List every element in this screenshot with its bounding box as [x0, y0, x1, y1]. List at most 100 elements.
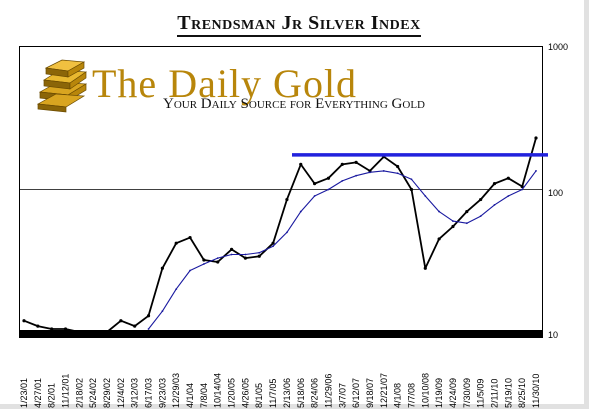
x-tick-label: 5/18/06: [296, 378, 306, 408]
price-point-15: [229, 247, 234, 251]
price-point-22: [326, 176, 331, 180]
ma-point-18: [272, 245, 274, 248]
price-point-34: [492, 182, 497, 186]
ma-point-28: [410, 178, 413, 181]
x-tick-label: 8/1/05: [254, 383, 264, 408]
x-tick-label: 12/29/03: [171, 373, 181, 408]
price-point-2: [50, 327, 54, 331]
x-tick-label: 11/5/09: [476, 379, 486, 408]
logo-name: The Daily Gold: [92, 61, 358, 106]
x-tick-label: 4/27/01: [33, 378, 43, 408]
x-tick-label: 8/24/06: [310, 378, 320, 408]
x-tick-label: 7/30/09: [462, 378, 472, 408]
ma-point-30: [438, 210, 441, 213]
price-point-6: [105, 330, 109, 334]
x-tick-label: 3/7/07: [337, 383, 347, 408]
price-point-17: [257, 254, 261, 258]
x-tick-label: 1/23/01: [19, 378, 29, 408]
x-tick-label: 11/30/10: [531, 374, 541, 408]
x-tick-label: 11/29/06: [323, 374, 333, 408]
price-point-27: [396, 164, 400, 169]
price-point-28: [409, 187, 414, 192]
ma-point-23: [341, 179, 344, 182]
moving-average-line: [148, 170, 537, 330]
ma-point-34: [493, 203, 496, 206]
ma-point-9: [147, 328, 150, 330]
price-point-10: [160, 266, 164, 270]
ma-point-24: [355, 174, 358, 177]
price-point-29: [423, 266, 427, 270]
price-point-18: [271, 241, 275, 245]
ma-point-10: [161, 310, 164, 313]
ma-point-15: [230, 253, 233, 256]
ma-point-29: [424, 195, 427, 197]
x-tick-label: 4/1/04: [185, 383, 195, 408]
ma-point-35: [507, 195, 510, 197]
x-tick-label: 7/7/08: [406, 383, 416, 408]
x-axis-bar: [19, 330, 543, 338]
price-point-19: [285, 197, 289, 202]
x-tick-label: 8/2/01: [47, 383, 57, 408]
price-point-16: [243, 256, 248, 260]
ma-point-22: [327, 188, 330, 191]
price-point-9: [146, 314, 151, 318]
x-tick-label: 7/8/04: [199, 383, 209, 408]
price-point-36: [520, 184, 524, 189]
logo-tagline: Your Daily Source for Everything Gold: [163, 96, 425, 112]
x-tick-label: 12/4/02: [116, 378, 126, 408]
price-point-14: [216, 260, 220, 264]
ma-point-27: [396, 172, 399, 175]
ma-point-14: [216, 257, 219, 260]
ma-point-33: [479, 215, 482, 218]
price-point-33: [479, 197, 483, 202]
price-point-23: [340, 162, 344, 167]
ma-point-11: [175, 288, 178, 291]
price-point-31: [451, 224, 455, 229]
x-tick-label: 4/26/05: [240, 378, 250, 408]
price-point-32: [465, 209, 469, 214]
price-point-7: [119, 319, 123, 323]
x-tick-label: 6/17/03: [144, 378, 154, 408]
y-tick-100: 100: [548, 188, 564, 198]
x-tick-label: 12/21/07: [379, 373, 389, 408]
ma-point-19: [286, 231, 288, 234]
price-point-12: [188, 235, 192, 240]
x-tick-label: 8/29/02: [102, 378, 112, 408]
price-point-1: [36, 324, 40, 328]
x-tick-label: 3/12/03: [130, 378, 140, 408]
price-point-8: [133, 324, 137, 328]
ma-point-20: [299, 210, 302, 213]
price-point-30: [437, 237, 441, 241]
x-tick-label: 11/7/05: [268, 379, 278, 408]
price-point-0: [22, 319, 26, 323]
ma-point-32: [465, 222, 468, 225]
price-point-24: [354, 160, 358, 164]
x-tick-label: 2/11/10: [489, 379, 499, 408]
x-tick-label: 10/14/04: [213, 373, 223, 408]
x-tick-label: 9/18/07: [365, 378, 375, 408]
price-point-37: [534, 136, 538, 140]
x-tick-label: 5/24/02: [88, 378, 98, 408]
x-tick-label: 4/1/08: [393, 383, 403, 408]
y-tick-10: 10: [548, 330, 559, 340]
chart-title: Trendsman Jr Silver Index: [0, 12, 598, 37]
x-tick-label: 1/19/09: [434, 378, 444, 408]
price-point-13: [202, 258, 206, 262]
price-point-35: [506, 176, 510, 180]
price-point-4: [77, 330, 81, 334]
x-tick-label: 10/10/08: [420, 373, 430, 408]
ma-point-21: [313, 195, 316, 197]
price-point-3: [63, 327, 68, 331]
ma-point-16: [244, 253, 247, 256]
x-tick-label: 2/18/02: [74, 378, 84, 408]
price-point-21: [312, 182, 317, 186]
ma-point-13: [202, 263, 205, 265]
x-tick-label: 5/19/10: [503, 378, 513, 408]
price-point-20: [299, 162, 303, 167]
ma-point-25: [369, 171, 371, 174]
ma-point-12: [189, 269, 191, 272]
x-tick-label: 4/24/09: [448, 378, 458, 408]
ma-point-31: [452, 220, 454, 223]
